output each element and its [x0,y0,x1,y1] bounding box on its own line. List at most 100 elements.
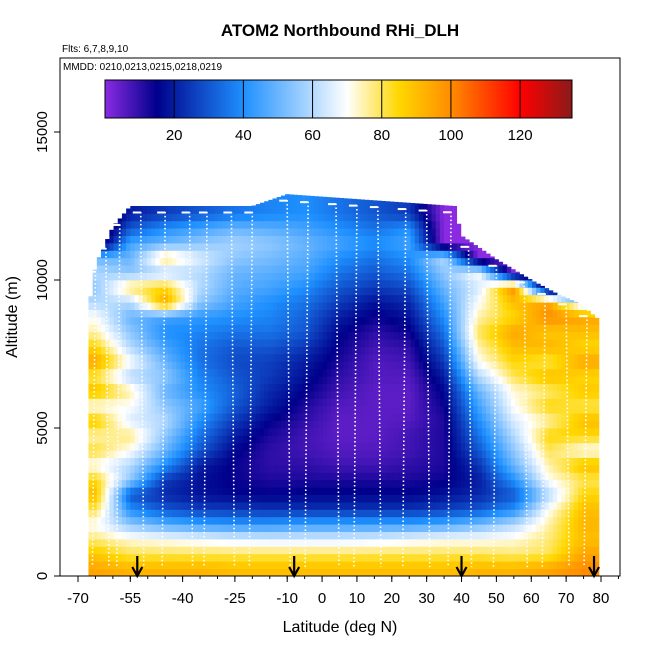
field-cell [381,243,386,251]
field-cell [280,206,286,214]
field-cell [473,516,478,525]
field-cell [260,546,265,555]
field-cell [452,494,458,503]
field-cell [163,442,169,451]
field-cell [155,257,160,266]
field-cell [465,317,470,325]
field-cell [209,457,215,466]
field-cell [398,413,403,421]
field-cell [385,346,391,355]
field-cell [234,280,240,288]
field-cell [117,218,123,222]
field-cell [418,442,424,451]
field-cell [264,331,269,340]
field-cell [134,294,140,303]
field-cell [159,250,165,259]
field-cell [209,243,215,251]
field-cell [201,265,207,273]
field-cell [218,257,223,266]
field-cell [389,354,395,362]
field-cell [247,272,253,281]
field-cell [184,361,190,370]
field-cell [268,457,273,466]
field-cell [239,531,244,540]
field-cell [331,309,336,318]
field-cell [101,265,106,273]
field-cell [431,265,437,273]
field-cell [314,531,319,540]
field-cell [439,428,445,436]
field-cell [276,197,282,199]
field-cell [310,287,315,296]
field-cell [301,331,307,340]
field-cell [356,324,361,333]
field-cell [326,494,332,503]
field-cell [251,368,257,377]
field-cell [377,457,382,466]
field-cell [222,531,227,540]
field-cell [255,376,261,384]
field-cell [414,428,420,436]
field-cell [418,317,424,325]
field-cell [180,465,186,473]
field-cell [167,502,173,510]
field-cell [255,243,261,251]
field-cell [218,398,223,407]
field-cell [117,346,123,355]
field-cell [322,309,328,318]
field-cell [490,324,495,333]
field-cell [213,250,219,259]
field-cell [431,354,437,362]
field-cell [414,265,420,273]
field-cell [193,405,198,414]
field-cell [268,494,273,503]
field-cell [385,250,391,259]
field-cell [130,391,135,399]
field-cell [180,280,186,288]
field-cell [318,568,324,576]
field-cell [147,220,152,229]
field-cell [322,383,328,392]
field-cell [318,524,324,532]
field-cell [465,376,470,384]
field-cell [368,265,374,273]
field-cell [117,509,123,518]
field-cell [260,287,265,296]
field-cell [226,383,232,392]
field-cell [356,472,361,481]
field-cell [251,561,257,569]
field-cell [209,294,215,303]
field-cell [318,213,324,222]
field-cell [268,354,273,362]
field-cell [293,198,299,207]
field-cell [134,420,140,429]
field-cell [126,324,131,333]
field-cell [272,198,278,199]
field-cell [389,235,395,244]
field-cell [314,368,319,377]
field-cell [339,339,345,347]
field-cell [151,354,156,362]
field-cell [176,479,181,488]
field-cell [377,287,382,296]
field-cell [385,324,391,333]
field-cell [188,509,194,518]
field-cell [289,465,294,473]
field-cell [234,368,240,377]
field-cell [314,465,319,473]
field-cell [218,280,223,288]
field-cell [218,442,223,451]
field-cell [364,220,370,229]
field-cell [364,472,370,481]
field-cell [356,524,361,532]
field-cell [184,487,190,495]
field-cell [372,331,378,340]
field-cell [356,354,361,362]
field-cell [289,220,294,229]
field-cell [109,272,114,281]
field-cell [226,561,232,569]
field-cell [314,553,319,562]
field-cell [167,428,173,436]
field-cell [239,435,244,444]
field-cell [435,509,441,518]
